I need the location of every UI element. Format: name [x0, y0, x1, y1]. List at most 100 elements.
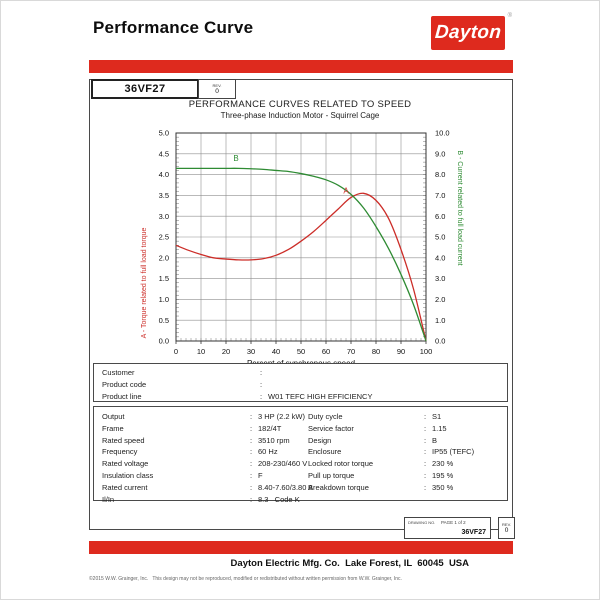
- info-row: Design: B: [308, 435, 474, 447]
- svg-text:0.0: 0.0: [159, 337, 169, 346]
- info-row: Il/In:8.3 Code K: [102, 494, 313, 506]
- svg-text:90: 90: [397, 347, 405, 356]
- field-label: Breakdown torque: [308, 482, 369, 492]
- field-value: 195 %: [432, 470, 454, 480]
- separator: :: [250, 423, 253, 433]
- info-row: Insulation class: F: [102, 470, 313, 482]
- separator: :: [424, 423, 427, 433]
- svg-text:B - Current related to full lo: B - Current related to full load current: [456, 150, 463, 265]
- separator: :: [424, 412, 427, 421]
- svg-text:1.0: 1.0: [159, 295, 169, 304]
- field-value: 230 %: [432, 459, 454, 469]
- info-row: Frame:182/4T: [102, 423, 313, 435]
- rev-value: 0: [504, 527, 509, 534]
- field-label: Insulation class: [102, 470, 154, 480]
- field-label: Rated voltage: [102, 459, 149, 469]
- info-row: Product code:: [102, 379, 507, 391]
- svg-text:A: A: [343, 186, 349, 195]
- chart-axis-titles: A - Torque related to full load torque B …: [141, 150, 463, 368]
- dayton-logo-text: Dayton: [434, 22, 502, 43]
- rev-label: REV.: [502, 522, 511, 527]
- revision-box-bottom: REV. 0: [498, 517, 515, 539]
- field-label: Product code: [102, 380, 147, 389]
- current-curve: [176, 167, 427, 342]
- svg-text:5.0: 5.0: [159, 129, 169, 138]
- separator: :: [260, 392, 263, 401]
- page-title: Performance Curve: [93, 18, 254, 37]
- curve-labels: AB: [233, 154, 349, 195]
- chart-title: PERFORMANCE CURVES RELATED TO SPEED: [188, 99, 412, 110]
- info-row: Product line: W01 TEFC HIGH EFFICIENCY: [102, 391, 507, 403]
- svg-text:70: 70: [347, 347, 355, 356]
- separator: :: [250, 447, 253, 457]
- separator: :: [424, 447, 427, 457]
- svg-text:8.0: 8.0: [435, 170, 445, 179]
- field-value: IP55 (TEFC): [432, 447, 475, 457]
- svg-text:3.5: 3.5: [159, 191, 169, 200]
- field-label: Duty cycle: [308, 412, 343, 421]
- model-number-box: 36VF27: [91, 79, 199, 99]
- field-value: 350 %: [432, 482, 454, 492]
- svg-text:7.0: 7.0: [435, 191, 445, 200]
- svg-text:40: 40: [272, 347, 280, 356]
- separator: :: [424, 459, 427, 469]
- svg-text:9.0: 9.0: [435, 149, 445, 158]
- svg-text:80: 80: [372, 347, 380, 356]
- field-label: Il/In: [102, 494, 115, 504]
- field-value: 3510 rpm: [258, 435, 290, 445]
- svg-text:4.5: 4.5: [159, 149, 169, 158]
- field-value: 1.15: [432, 423, 447, 433]
- svg-text:10.0: 10.0: [435, 129, 450, 138]
- chart-grid: [175, 132, 427, 342]
- separator: :: [424, 470, 427, 480]
- svg-text:60: 60: [322, 347, 330, 356]
- spec-column-left: Output:3 HP (2.2 kW) Frame:182/4T Rated sp…: [102, 411, 313, 505]
- separator: :: [250, 412, 253, 421]
- footer-company-line: Dayton Electric Mfg. Co. Lake Forest, IL…: [230, 558, 469, 569]
- svg-text:30: 30: [247, 347, 255, 356]
- copyright-line: ©2015 W.W. Grainger, Inc. This design ma…: [89, 576, 402, 582]
- svg-text:4.0: 4.0: [435, 253, 445, 262]
- separator: :: [424, 482, 427, 492]
- svg-text:3.0: 3.0: [435, 274, 445, 283]
- field-value: 3 HP (2.2 kW): [258, 412, 305, 421]
- torque-curve: [175, 192, 427, 342]
- drawing-no-label: DRAWING NO.: [408, 520, 436, 525]
- separator: :: [250, 459, 253, 469]
- drawing-model-number: 36VF27: [461, 529, 486, 536]
- info-row: Pull up torque:195 %: [308, 470, 474, 482]
- svg-text:2.0: 2.0: [435, 295, 445, 304]
- info-row: Breakdown torque:350 %: [308, 482, 474, 494]
- svg-text:4.0: 4.0: [159, 170, 169, 179]
- field-label: Design: [308, 435, 332, 445]
- info-row: Customer:: [102, 367, 507, 379]
- info-row: Rated current:8.40-7.60/3.80 A: [102, 482, 313, 494]
- separator: :: [250, 482, 253, 492]
- info-row: Locked rotor torque:230 %: [308, 458, 474, 470]
- svg-text:0.5: 0.5: [159, 316, 169, 325]
- svg-text:10: 10: [197, 347, 205, 356]
- svg-text:A - Torque related to full loa: A - Torque related to full load torque: [141, 228, 148, 339]
- registered-trademark-icon: ®: [507, 13, 512, 19]
- separator: :: [250, 470, 253, 480]
- field-value: 8.40-7.60/3.80 A: [258, 482, 314, 492]
- chart-tick-labels: 0 10 20 30 40 50 60 70 80 90 1000.00.51.01.52.02.5…: [159, 129, 450, 356]
- separator: :: [250, 494, 253, 504]
- svg-text:50: 50: [297, 347, 305, 356]
- rev-value: 0: [215, 88, 219, 95]
- page-number-label: PAGE 1 of 2: [441, 520, 466, 525]
- info-row: Enclosure: IP55 (TEFC): [308, 446, 474, 458]
- separator: :: [250, 435, 253, 445]
- info-row: Output:3 HP (2.2 kW): [102, 411, 313, 423]
- dayton-logo: Dayton ®: [431, 13, 512, 50]
- field-value: 208-230/460 V: [258, 459, 308, 469]
- field-value: 60 Hz: [258, 447, 278, 457]
- svg-text:2.5: 2.5: [159, 233, 169, 242]
- info-row: Rated speed:3510 rpm: [102, 435, 313, 447]
- info-row: Rated voltage:208-230/460 V: [102, 458, 313, 470]
- svg-text:1.0: 1.0: [435, 316, 445, 325]
- rev-label: REV.: [212, 83, 222, 88]
- svg-text:1.5: 1.5: [159, 274, 169, 283]
- customer-info-box: Customer: Product code: Product line: W01 T…: [93, 363, 508, 402]
- field-label: Pull up torque: [308, 470, 355, 480]
